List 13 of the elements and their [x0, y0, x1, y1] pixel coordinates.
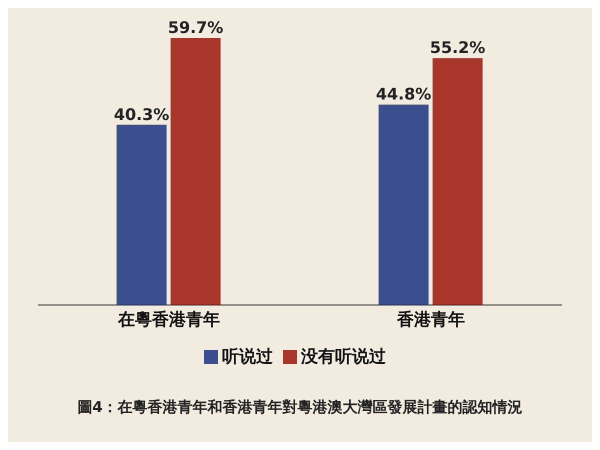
bar — [432, 58, 483, 305]
legend-label: 没有听说过 — [301, 347, 386, 367]
x-tick-label: 在粵香港青年 — [117, 310, 220, 330]
bar — [170, 38, 221, 305]
text: 圖4：在粵香港青年和香港青年對粵港澳大灣區發展計畫的認知情況 — [76, 398, 524, 417]
x-tick-label: 香港青年 — [396, 310, 465, 330]
data-label: 44.8% — [376, 84, 432, 104]
bar — [116, 124, 167, 305]
bar — [378, 104, 429, 305]
data-label: 59.7% — [168, 18, 224, 37]
data-label: 40.3% — [114, 104, 170, 124]
data-label: 55.2% — [430, 38, 486, 58]
legend-label: 听说过 — [222, 347, 273, 367]
